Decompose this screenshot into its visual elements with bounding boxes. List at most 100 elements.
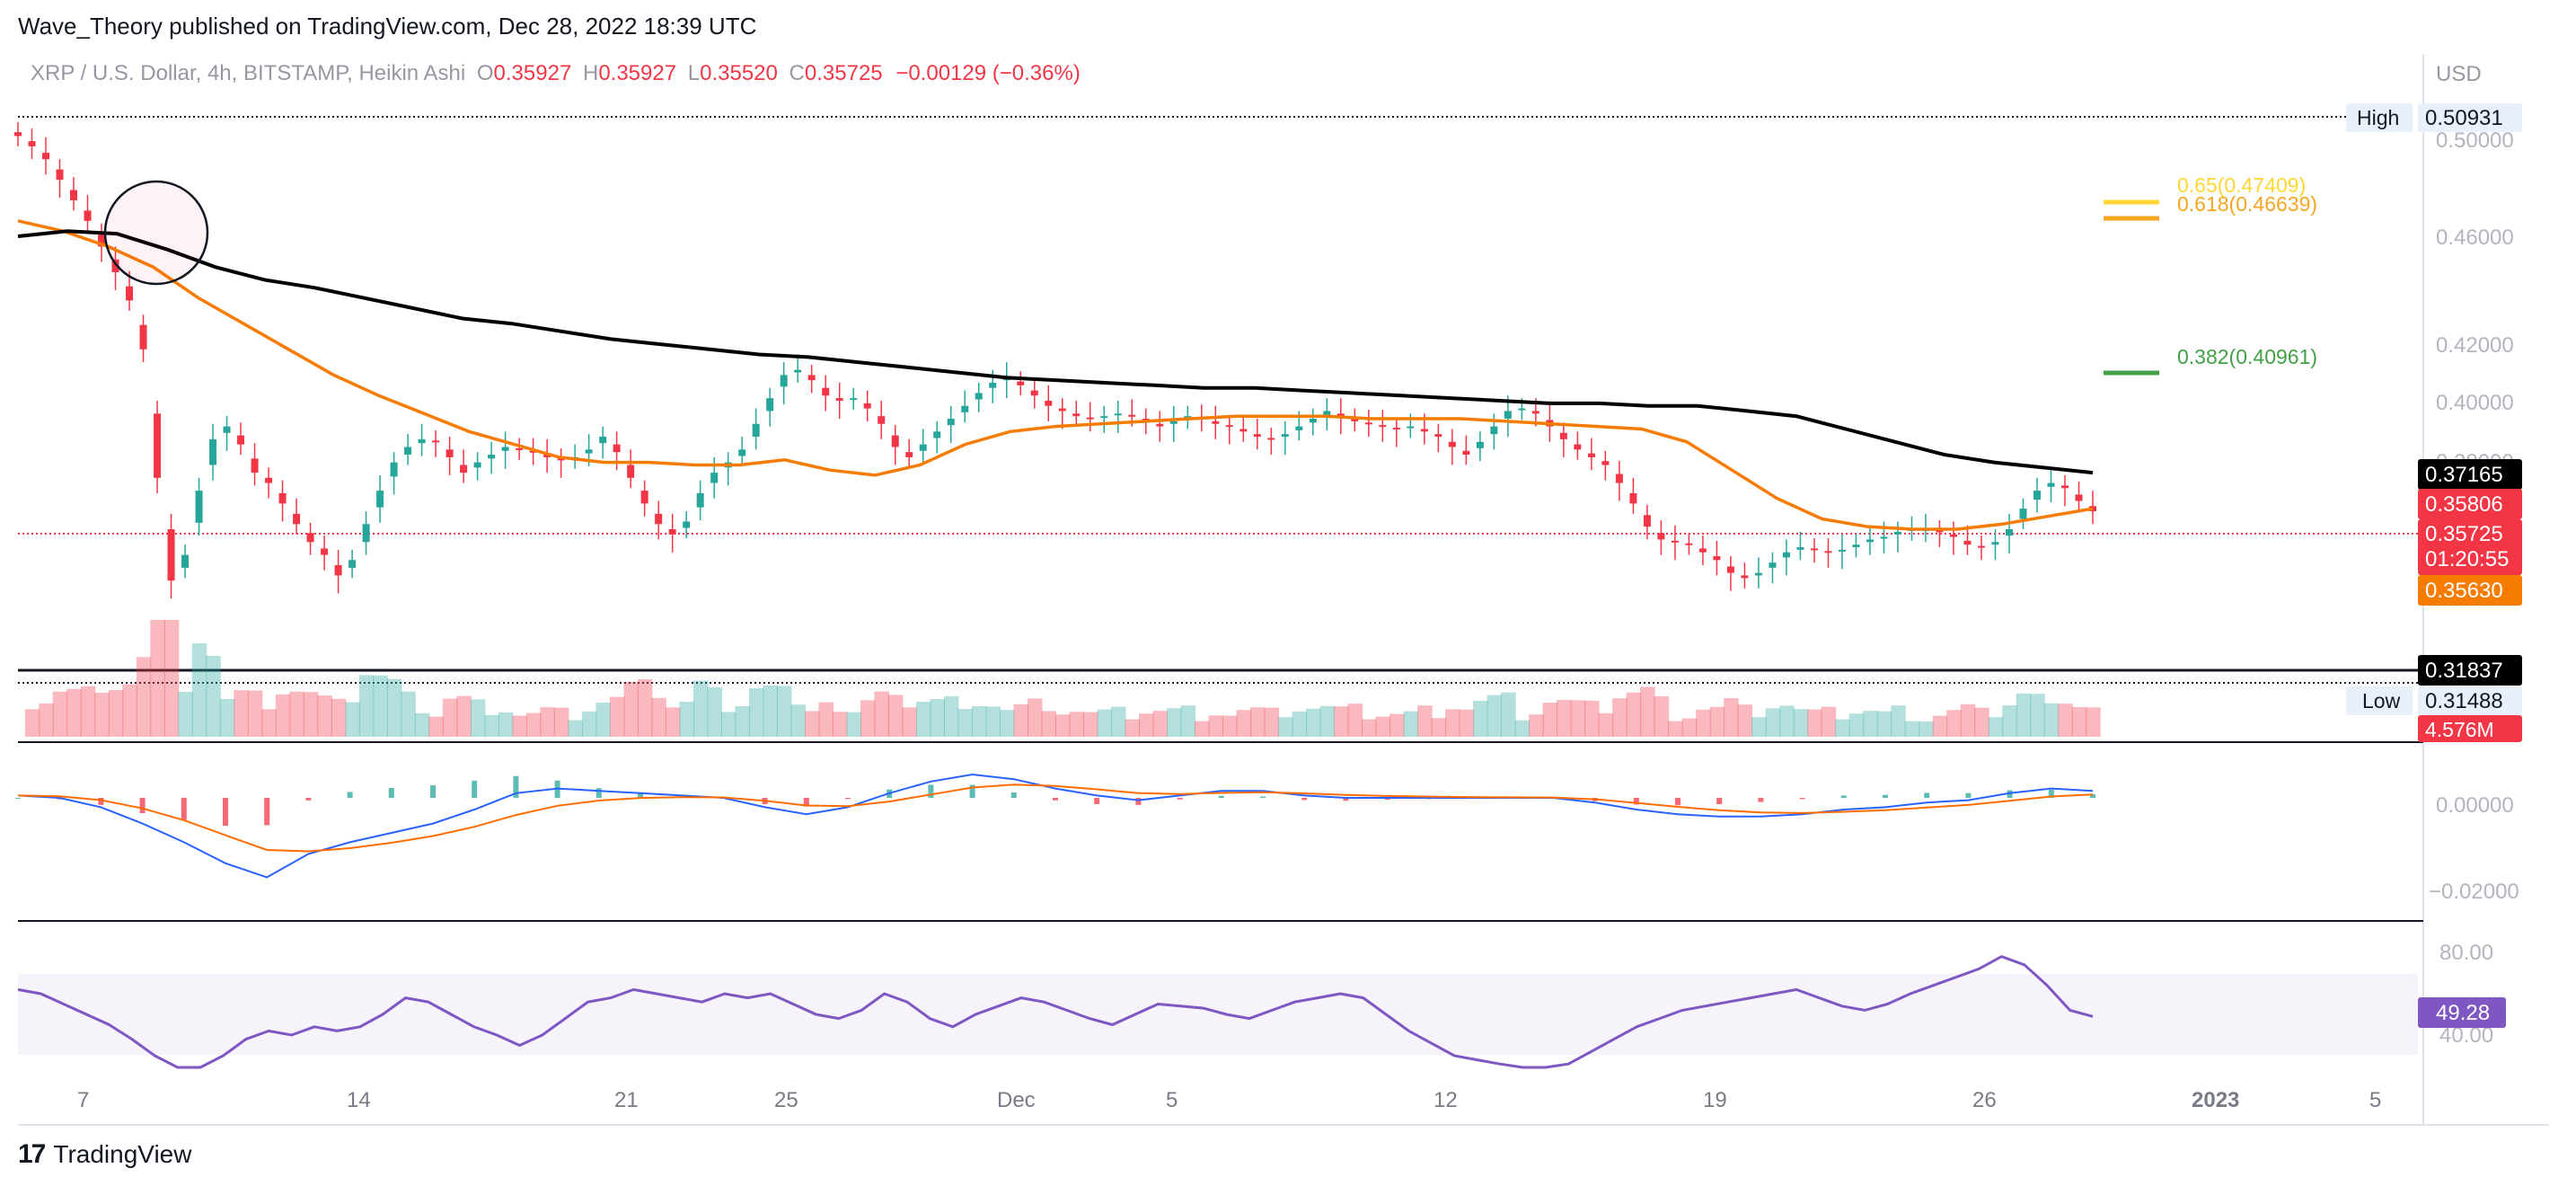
candle-body bbox=[251, 458, 259, 474]
volume-bar bbox=[1514, 720, 1531, 737]
moving-averages[interactable] bbox=[17, 219, 2094, 531]
volume-bar bbox=[999, 710, 1015, 737]
candle-body bbox=[1462, 450, 1470, 456]
volume-bar bbox=[1167, 708, 1182, 737]
x-tick-5: 5 bbox=[1166, 1088, 1178, 1112]
macd-histogram-bar bbox=[1053, 798, 1058, 801]
macd-histogram-bar bbox=[1633, 798, 1639, 805]
volume-bar bbox=[1264, 707, 1280, 737]
rsi-pane[interactable] bbox=[17, 954, 2094, 1069]
candle-body bbox=[1559, 432, 1567, 439]
volume-bar bbox=[1306, 708, 1321, 737]
x-tick-19: 19 bbox=[1703, 1088, 1727, 1112]
volume-bar bbox=[456, 695, 472, 737]
volume-bar bbox=[1751, 717, 1767, 737]
candle-body bbox=[1643, 515, 1651, 527]
candle-body bbox=[989, 382, 997, 388]
volume-bar bbox=[553, 707, 569, 737]
volume-bar bbox=[985, 706, 1001, 737]
macd-histogram-bar bbox=[430, 785, 436, 798]
volume-bar bbox=[66, 688, 82, 737]
support-tag bbox=[2418, 655, 2522, 686]
candle-body bbox=[1601, 461, 1610, 465]
volume-bar bbox=[1375, 716, 1391, 737]
volume-bar bbox=[651, 697, 666, 737]
candle-body bbox=[126, 286, 134, 301]
candle-body bbox=[237, 435, 245, 445]
volume-bar bbox=[595, 703, 611, 737]
rsi-band bbox=[18, 974, 2418, 1055]
volume-bar bbox=[1584, 700, 1600, 737]
volume-bar bbox=[219, 699, 235, 737]
volume-bar bbox=[386, 678, 402, 737]
candle-body bbox=[1128, 414, 1136, 417]
ema200-tag bbox=[2418, 459, 2522, 490]
volume-bar bbox=[136, 657, 152, 737]
candle-body bbox=[1295, 426, 1303, 430]
macd-histogram-bar bbox=[1716, 798, 1723, 805]
candle-body bbox=[139, 324, 147, 350]
currency-label: USD bbox=[2436, 62, 2482, 86]
volume-bar bbox=[80, 686, 96, 737]
macd-histogram-bar bbox=[1010, 792, 1017, 798]
y-tick-046000: 0.46000 bbox=[2436, 226, 2514, 250]
candle-body bbox=[2033, 491, 2041, 500]
candle-body bbox=[1309, 419, 1317, 423]
macd-pane[interactable] bbox=[15, 773, 2095, 879]
candle-body bbox=[418, 438, 426, 444]
x-tick-7: 7 bbox=[77, 1088, 89, 1112]
tradingview-brand[interactable]: 17 TradingView bbox=[18, 1139, 191, 1170]
macd-histogram-bar bbox=[2090, 793, 2095, 798]
low-price-tag bbox=[2418, 686, 2522, 715]
candle-body bbox=[807, 375, 816, 381]
prev-close-value: 0.35806 bbox=[2425, 492, 2503, 517]
volume-bar bbox=[163, 620, 180, 737]
close-value: 0.35725 bbox=[804, 61, 883, 85]
fib-065-label: 0.65(0.47409) bbox=[2177, 173, 2306, 197]
volume-bar bbox=[1013, 704, 1028, 737]
candle-body bbox=[668, 529, 676, 535]
candle-body bbox=[655, 513, 663, 525]
candle-body bbox=[1030, 390, 1038, 396]
candle-body bbox=[1671, 540, 1679, 543]
fib-0382-label: 0.382(0.40961) bbox=[2177, 345, 2317, 368]
volume-bar bbox=[1765, 708, 1781, 737]
macd-histogram-bar bbox=[1883, 794, 1888, 798]
macd-histogram-bar bbox=[264, 798, 270, 826]
volume-bar bbox=[637, 679, 653, 737]
high-value: 0.35927 bbox=[598, 61, 677, 85]
candle-body bbox=[1156, 423, 1164, 427]
candle-body bbox=[432, 440, 440, 443]
volume-bar bbox=[261, 709, 277, 737]
highlight-circle[interactable] bbox=[103, 180, 209, 286]
candle-body bbox=[1769, 562, 1777, 568]
support-value: 0.31837 bbox=[2425, 659, 2503, 683]
candle-body bbox=[1086, 417, 1094, 420]
volume-bar bbox=[1919, 721, 1934, 737]
high-tag bbox=[2346, 103, 2413, 132]
candles[interactable] bbox=[14, 121, 2096, 599]
volume-bar bbox=[206, 656, 221, 737]
volume-bar bbox=[428, 716, 444, 737]
rsi-value-tag bbox=[2418, 997, 2506, 1028]
macd-histogram-bar bbox=[1758, 798, 1764, 802]
candle-body bbox=[1364, 422, 1372, 425]
macd-histogram-bar bbox=[223, 798, 228, 827]
candle-body bbox=[1741, 575, 1749, 579]
symbol-title[interactable]: XRP / U.S. Dollar, 4h, BITSTAMP, Heikin … bbox=[31, 61, 466, 85]
volume-bar bbox=[525, 712, 542, 737]
candle-body bbox=[1531, 411, 1539, 414]
candle-body bbox=[1017, 381, 1025, 385]
macd-histogram-bar bbox=[1177, 798, 1183, 800]
volume-bar bbox=[1904, 721, 1920, 737]
candle-body bbox=[348, 560, 357, 568]
candle-body bbox=[738, 449, 746, 456]
candle-body bbox=[640, 491, 648, 504]
volume-bar bbox=[804, 711, 820, 737]
high-tag-label: High bbox=[2357, 106, 2399, 129]
volume-bar bbox=[846, 712, 861, 737]
prev-close-tag bbox=[2418, 489, 2522, 519]
candle-body bbox=[181, 554, 190, 568]
volume-bar bbox=[887, 695, 904, 737]
